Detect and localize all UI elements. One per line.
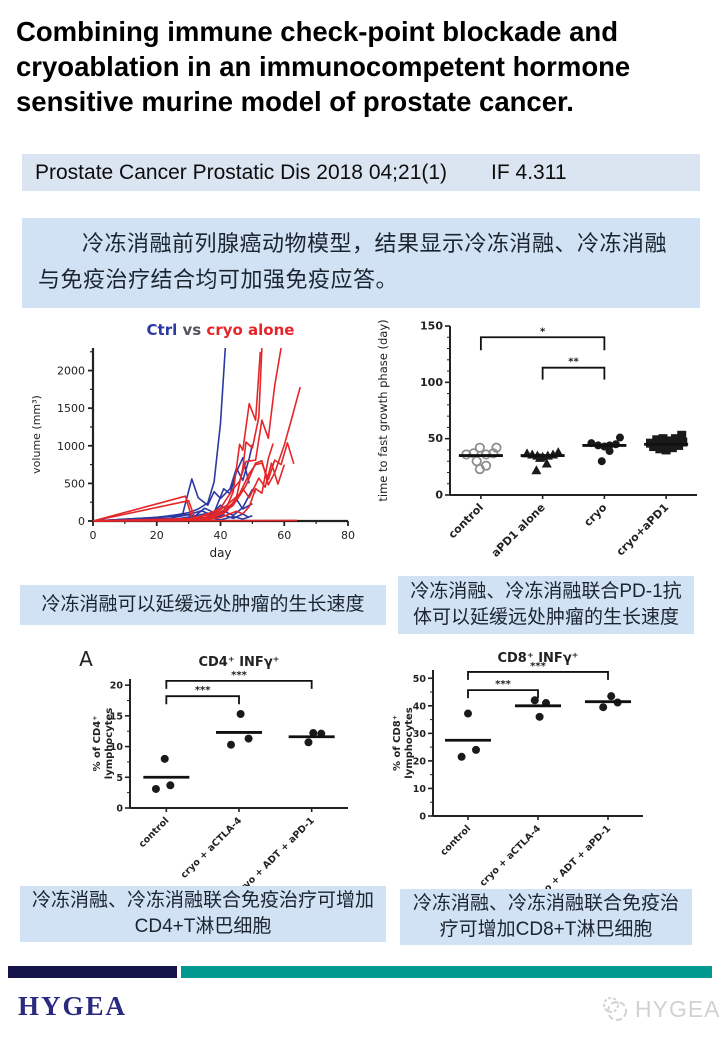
- line-chart-ctrl-vs-cryo: 0 20 40 60 80 0 500 1000 1500 2000 Ctrl vs cryo al…: [30, 321, 355, 560]
- svg-text:500: 500: [64, 477, 85, 490]
- svg-text:control: control: [439, 823, 474, 858]
- impact-factor: IF 4.311: [491, 160, 567, 184]
- svg-text:aPD1 alone: aPD1 alone: [489, 501, 548, 560]
- svg-text:0: 0: [78, 515, 85, 528]
- caption-top-right: 冷冻消融、冷冻消融联合PD-1抗体可以延缓远处肿瘤的生长速度: [398, 576, 694, 634]
- svg-text:A: A: [79, 647, 93, 671]
- svg-text:***: ***: [495, 679, 511, 690]
- svg-text:10: 10: [110, 742, 124, 753]
- page-title: Combining immune check-point blockade an…: [16, 16, 631, 118]
- hygea-watermark-text: HYGEA: [635, 995, 720, 1022]
- svg-text:% of CD8⁺lymphocytes: % of CD8⁺lymphocytes: [392, 707, 415, 779]
- svg-text:15: 15: [110, 711, 123, 722]
- svg-text:80: 80: [341, 529, 355, 542]
- hygea-watermark: HYGEA: [600, 994, 720, 1024]
- footer-bar-navy: [8, 966, 177, 978]
- svg-text:2000: 2000: [57, 365, 85, 378]
- svg-text:150: 150: [420, 320, 443, 333]
- svg-text:***: ***: [231, 670, 247, 681]
- caption-bottom-left: 冷冻消融、冷冻消融联合免疫治疗可增加CD4+T淋巴细胞: [20, 886, 386, 942]
- svg-text:50: 50: [428, 432, 444, 445]
- svg-text:30: 30: [413, 729, 427, 740]
- svg-text:time to fast growth phase (day: time to fast growth phase (day): [376, 319, 390, 501]
- hygea-wordmark: HYGEA: [18, 991, 128, 1021]
- svg-text:control: control: [137, 815, 172, 850]
- svg-text:0: 0: [90, 529, 97, 542]
- svg-text:***: ***: [530, 661, 546, 672]
- citation-bar: Prostate Cancer Prostatic Dis 2018 04;21…: [22, 154, 700, 191]
- svg-text:CD4⁺ INFγ⁺: CD4⁺ INFγ⁺: [198, 655, 279, 670]
- svg-text:10: 10: [413, 784, 427, 795]
- svg-text:1500: 1500: [57, 402, 85, 415]
- summary-box: 冷冻消融前列腺癌动物模型，结果显示冷冻消融、冷冻消融与免疫治疗结合均可加强免疫应…: [22, 218, 700, 308]
- svg-text:cryo + aCTLA-4: cryo + aCTLA-4: [179, 815, 245, 881]
- svg-text:100: 100: [420, 376, 443, 389]
- svg-text:day: day: [209, 546, 231, 560]
- svg-text:40: 40: [214, 529, 228, 542]
- svg-text:**: **: [568, 357, 579, 368]
- svg-text:Ctrl vs cryo alone: Ctrl vs cryo alone: [147, 321, 295, 339]
- svg-text:*: *: [540, 326, 546, 337]
- svg-text:5: 5: [116, 773, 123, 784]
- svg-text:20: 20: [110, 681, 124, 692]
- svg-text:50: 50: [413, 674, 427, 685]
- caption-bottom-right: 冷冻消融、冷冻消融联合免疫治疗可增加CD8+T淋巴细胞: [400, 889, 692, 945]
- svg-text:volume (mm³): volume (mm³): [30, 395, 43, 474]
- svg-text:cryo+aPD1: cryo+aPD1: [614, 501, 671, 558]
- summary-text: 冷冻消融前列腺癌动物模型，结果显示冷冻消融、冷冻消融与免疫治疗结合均可加强免疫应…: [38, 231, 668, 292]
- svg-text:cryo + aCTLA-4: cryo + aCTLA-4: [478, 823, 544, 889]
- svg-text:CD8⁺ INFγ⁺: CD8⁺ INFγ⁺: [497, 651, 578, 666]
- scatter-chart-time-to-fast-growth: 0 50 100 150 control aPD1 alone cryo cryo+aPD1 *…: [376, 319, 697, 560]
- caption-top-left: 冷冻消融可以延缓远处肿瘤的生长速度: [20, 585, 386, 625]
- hygea-emblem-icon: [603, 997, 627, 1021]
- citation-source: Prostate Cancer Prostatic Dis 2018 04;21…: [35, 160, 448, 184]
- svg-text:60: 60: [277, 529, 291, 542]
- svg-text:20: 20: [150, 529, 164, 542]
- svg-text:cryo + ADT + aPD-1: cryo + ADT + aPD-1: [234, 815, 317, 890]
- svg-text:0: 0: [435, 489, 443, 502]
- svg-text:cryo + ADT + aPD-1: cryo + ADT + aPD-1: [530, 823, 613, 890]
- svg-text:0: 0: [116, 804, 123, 815]
- svg-text:% of CD4⁺lymphocytes: % of CD4⁺lymphocytes: [92, 708, 115, 780]
- svg-text:20: 20: [413, 756, 427, 767]
- svg-text:control: control: [446, 501, 486, 541]
- svg-text:40: 40: [413, 701, 427, 712]
- footer-bar-teal: [181, 966, 712, 978]
- svg-text:***: ***: [195, 685, 211, 696]
- svg-text:cryo: cryo: [581, 501, 609, 529]
- svg-text:0: 0: [419, 812, 426, 823]
- svg-text:1000: 1000: [57, 440, 85, 453]
